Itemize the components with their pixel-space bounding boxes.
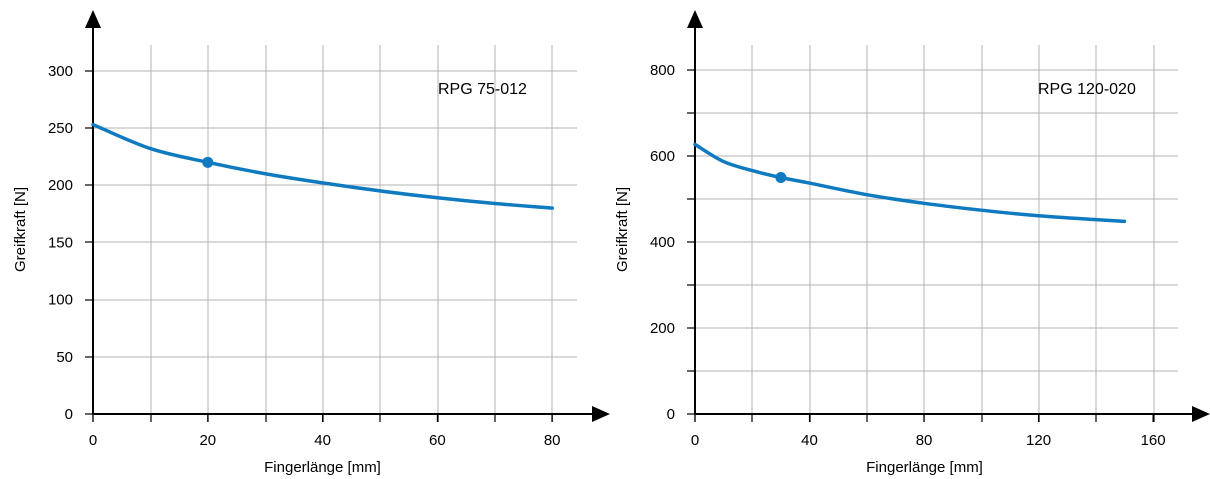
- x-axis-arrow-icon: [592, 406, 610, 422]
- y-tick-label: 400: [650, 234, 675, 251]
- x-tick-label: 120: [1026, 432, 1051, 449]
- y-axis-title: Greifkraft [N]: [614, 187, 631, 272]
- x-tick-label: 40: [314, 432, 331, 449]
- y-axis-arrow-icon: [85, 10, 101, 28]
- x-tick-label: 160: [1141, 432, 1166, 449]
- x-tick-label: 20: [199, 432, 216, 449]
- y-tick-label: 300: [48, 63, 73, 80]
- y-axis-arrow-icon: [687, 10, 703, 28]
- y-tick-label: 100: [48, 292, 73, 309]
- y-axis-title: Greifkraft [N]: [12, 187, 29, 272]
- x-axis-arrow-icon: [1192, 406, 1210, 422]
- x-tick-label: 60: [429, 432, 446, 449]
- x-axis-title: Fingerlänge [mm]: [866, 459, 983, 476]
- x-tick-label: 0: [691, 432, 699, 449]
- y-tick-label: 800: [650, 62, 675, 79]
- chart-annotation: RPG 75-012: [438, 81, 527, 98]
- x-tick-label: 80: [544, 432, 561, 449]
- x-tick-label: 0: [89, 432, 97, 449]
- x-axis-title: Fingerlänge [mm]: [264, 459, 381, 476]
- series-line: [91, 122, 554, 210]
- y-tick-label: 600: [650, 148, 675, 165]
- y-tick-label: 150: [48, 234, 73, 251]
- y-tick-label: 250: [48, 120, 73, 137]
- chart-annotation: RPG 120-020: [1038, 81, 1136, 98]
- x-tick-label: 80: [916, 432, 933, 449]
- y-tick-label: 0: [667, 406, 675, 423]
- x-tick-label: 40: [801, 432, 818, 449]
- chart-panel-2: 0 40 80 120 160 0 200 400 600 800 Fingerlänge [mm]…: [614, 10, 1210, 476]
- data-point-marker: [775, 172, 787, 183]
- chart-panel-1: 0 20 40 60 80 0 50 100 150 200 250 300 Fingerlänge […: [12, 10, 610, 476]
- data-point-marker: [202, 156, 214, 168]
- y-tick-label: 200: [650, 320, 675, 337]
- series-line: [693, 142, 1127, 224]
- y-tick-label: 50: [56, 349, 73, 366]
- y-tick-label: 200: [48, 177, 73, 194]
- y-tick-label: 0: [65, 406, 73, 423]
